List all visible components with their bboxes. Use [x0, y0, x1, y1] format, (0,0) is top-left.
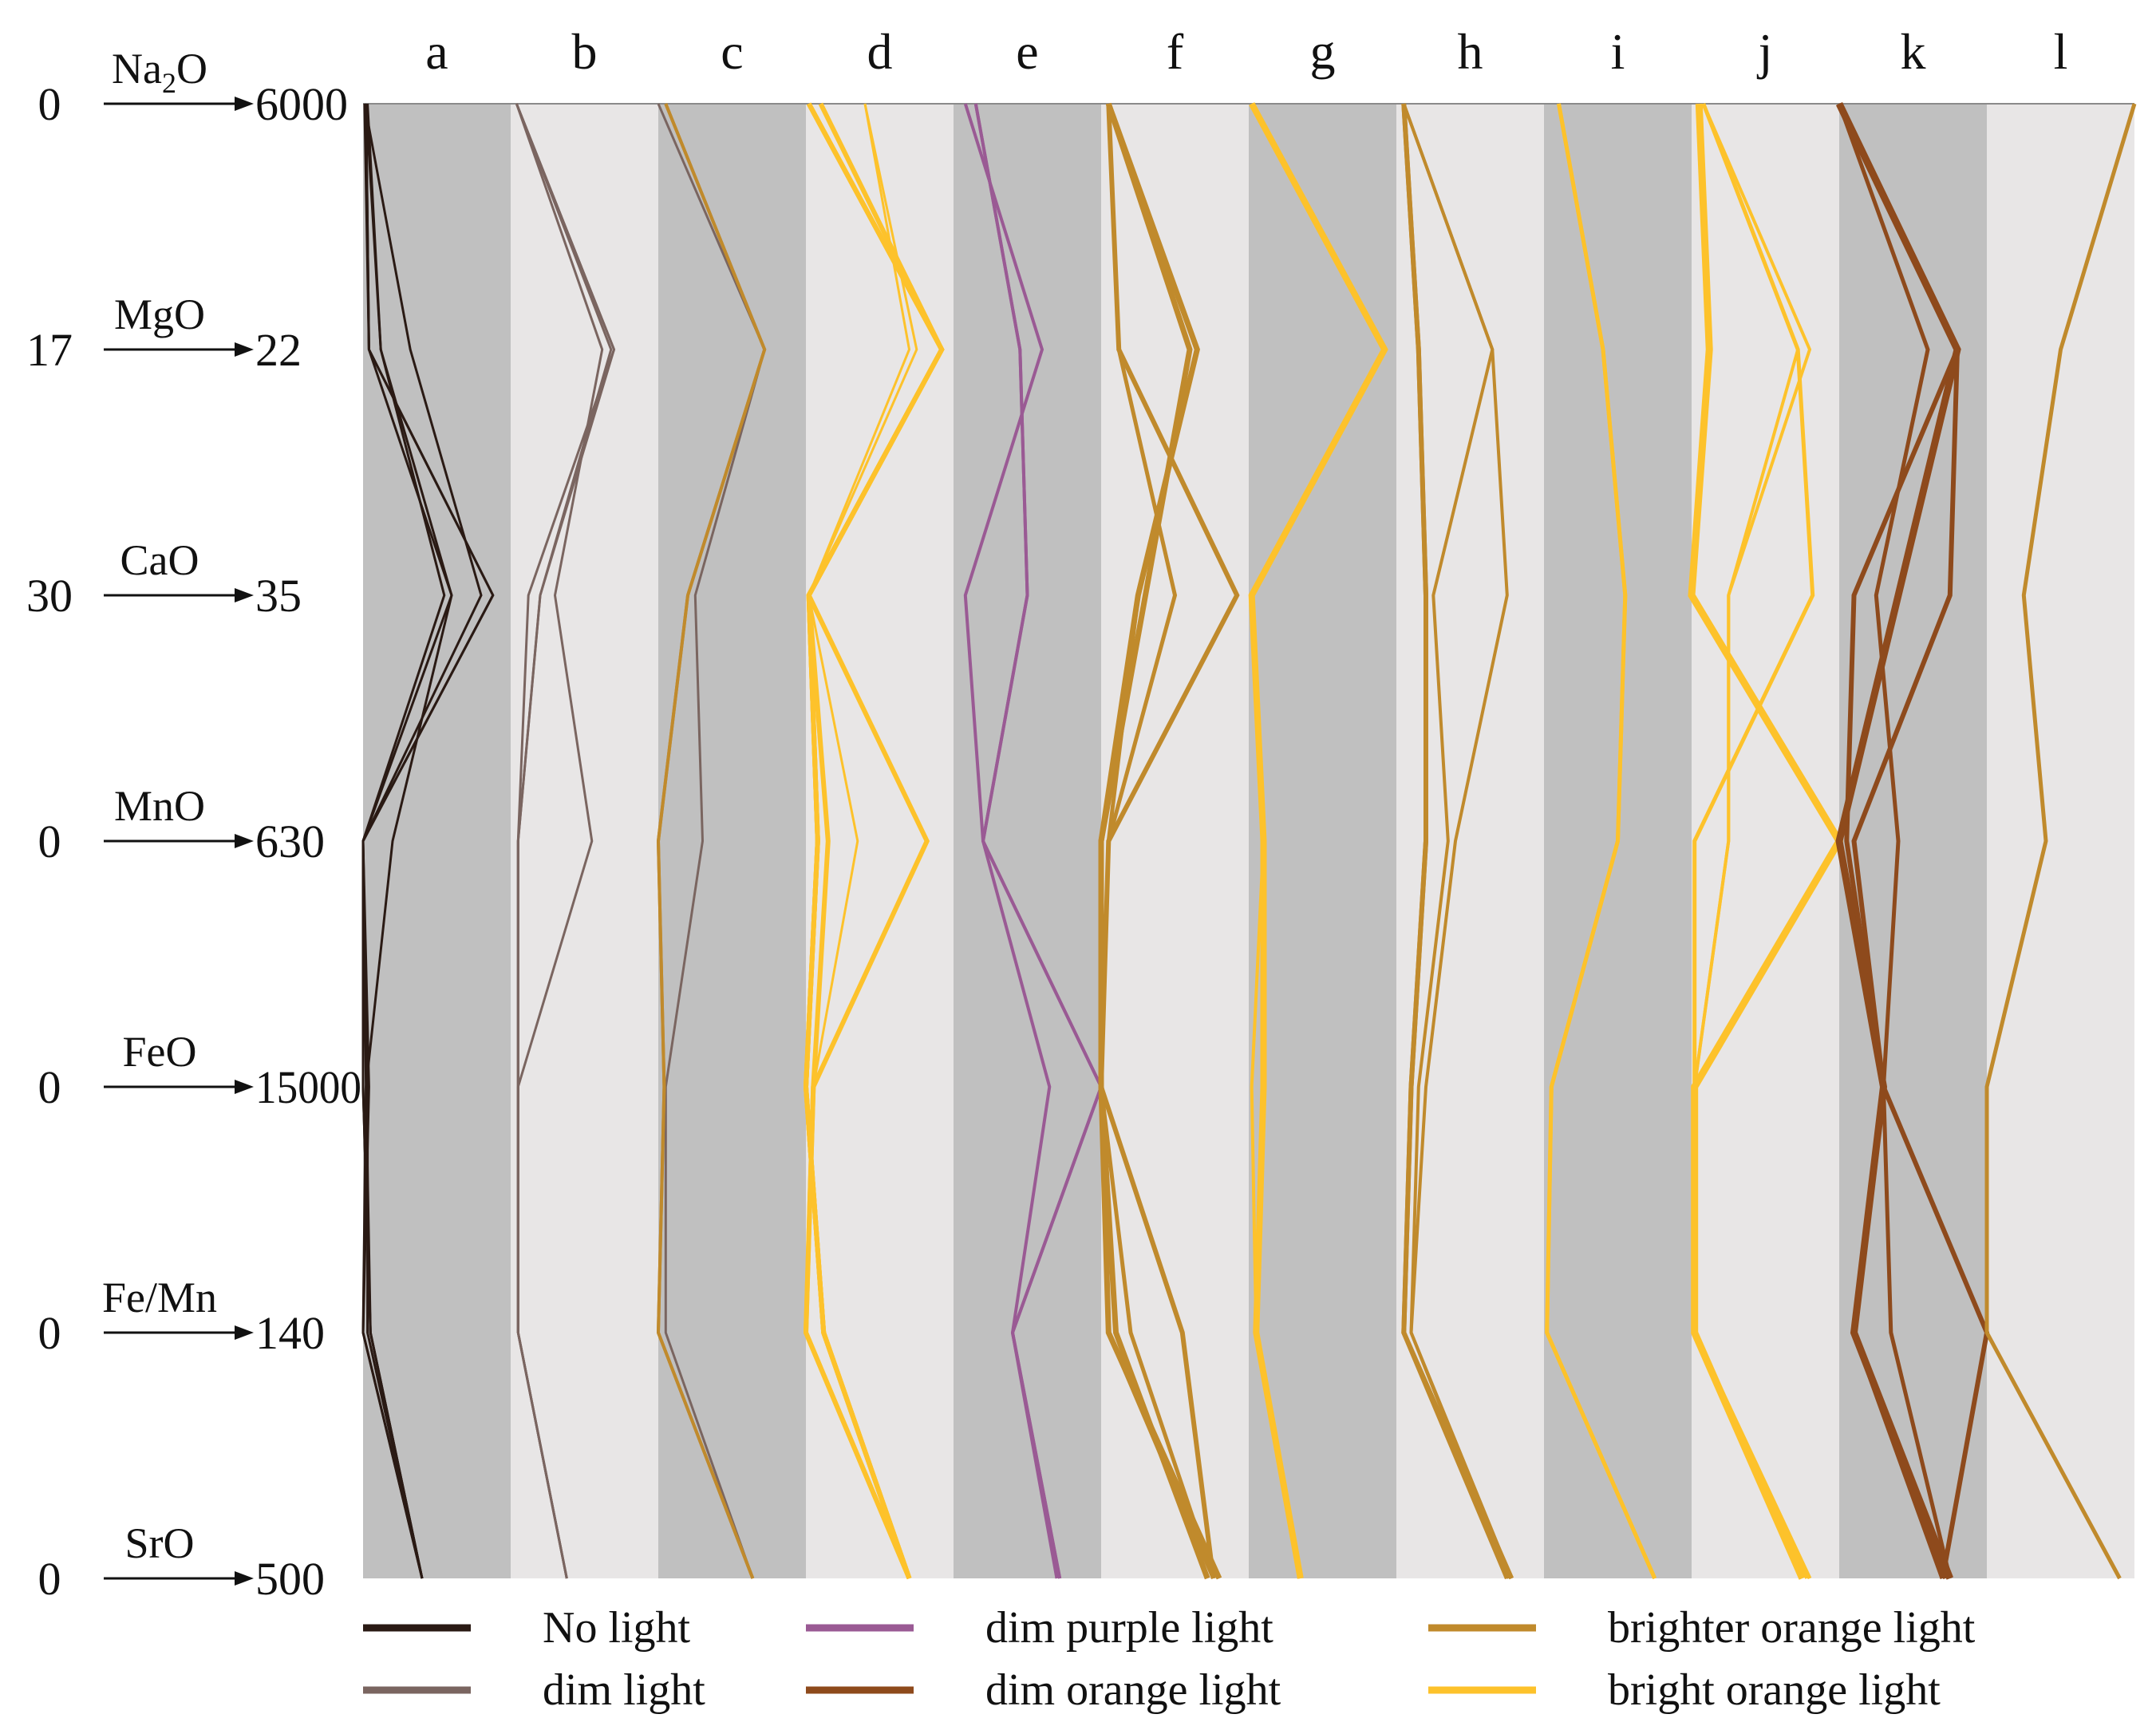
- legend-label: brighter orange light: [1608, 1603, 1976, 1653]
- panel-backgrounds: [363, 103, 2134, 1578]
- axis-labels: 0Na2O600017MgO2230CaO350MnO6300FeO150000…: [26, 45, 361, 1605]
- panel-label-a: a: [425, 23, 448, 80]
- legend-item: dim light: [363, 1665, 705, 1715]
- panel-label-g: g: [1310, 23, 1336, 80]
- series-line-d-18: [803, 102, 945, 1579]
- data-series-lines: [361, 102, 2137, 1580]
- axis-name-label: SrO: [124, 1519, 194, 1567]
- axis-min-label: 0: [38, 1061, 61, 1113]
- axis-min-label: 0: [38, 78, 61, 130]
- axis-min-label: 0: [38, 1553, 61, 1605]
- axis-name-label: MnO: [114, 782, 205, 830]
- panel-label-l: l: [2054, 23, 2068, 80]
- series-line-j-40: [1692, 103, 1812, 1579]
- panel-band-j: [1692, 104, 1839, 1578]
- axis-min-label: 0: [38, 816, 61, 867]
- series-line-a-5: [361, 103, 495, 1579]
- series-line-i-36: [1545, 103, 1657, 1580]
- axis-name-label: MgO: [114, 290, 205, 338]
- axis-name-label: CaO: [120, 536, 199, 584]
- axis-6: 0 SrO 500: [38, 1519, 326, 1605]
- axis-arrow-head: [235, 1325, 254, 1340]
- axis-max-label: 35: [255, 570, 302, 622]
- legend-item: brighter orange light: [1428, 1603, 1976, 1653]
- panel-band-g: [1249, 104, 1396, 1578]
- series-line-f-28: [1099, 103, 1215, 1579]
- axis-4: 0 FeO 15000: [38, 1028, 362, 1113]
- axis-arrow-head: [235, 1571, 254, 1586]
- axis-max-label: 6000: [255, 78, 348, 130]
- panel-label-c: c: [721, 23, 743, 80]
- panel-band-e: [954, 104, 1101, 1578]
- panel-band-b: [511, 104, 658, 1578]
- legend-item: No light: [363, 1603, 691, 1653]
- axis-name-label: FeO: [123, 1028, 197, 1076]
- axis-arrow-head: [235, 342, 254, 357]
- series-line-c-12: [656, 103, 767, 1579]
- axis-5: 0 Fe/Mn 140: [38, 1274, 326, 1359]
- panel-label-d: d: [867, 23, 893, 80]
- legend-label: dim light: [543, 1665, 705, 1715]
- panel-band-a: [363, 104, 511, 1578]
- panel-band-h: [1396, 104, 1544, 1578]
- legend-label: No light: [543, 1603, 691, 1653]
- axis-max-label: 15000: [255, 1061, 361, 1113]
- series-line-b-9: [515, 103, 616, 1579]
- axis-max-label: 630: [255, 816, 325, 867]
- legend-item: bright orange light: [1428, 1665, 1941, 1715]
- axis-0: 0 Na2O 6000: [38, 45, 349, 130]
- panel-band-f: [1101, 104, 1249, 1578]
- legend-item: dim orange light: [806, 1665, 1281, 1715]
- axis-min-label: 0: [38, 1307, 61, 1359]
- series-line-k-45: [1837, 103, 1953, 1579]
- panel-label-h: h: [1458, 23, 1483, 80]
- legend: No light dim light dim purple light dim ora…: [363, 1603, 1976, 1715]
- panel-label-e: e: [1016, 23, 1038, 80]
- series-line-h-32: [1401, 103, 1514, 1580]
- axis-max-label: 22: [255, 324, 302, 376]
- axis-3: 0 MnO 630: [38, 782, 326, 867]
- legend-label: dim orange light: [985, 1665, 1281, 1715]
- series-line-g-30: [1250, 103, 1387, 1579]
- axis-name-label: Fe/Mn: [102, 1274, 217, 1321]
- panel-label-i: i: [1611, 23, 1625, 80]
- series-line-e-23: [973, 103, 1104, 1579]
- panel-labels: a b c d e f g h i j k l: [425, 23, 2067, 80]
- series-line-h-34: [1402, 103, 1514, 1579]
- panel-label-f: f: [1167, 23, 1184, 80]
- panel-band-k: [1839, 104, 1987, 1578]
- axis-arrow-head: [235, 588, 254, 602]
- panel-band-l: [1987, 104, 2134, 1578]
- legend-label: dim purple light: [985, 1603, 1273, 1653]
- axis-arrow-head: [235, 1080, 254, 1094]
- panel-label-b: b: [572, 23, 598, 80]
- axis-1: 17 MgO 22: [26, 290, 302, 376]
- axis-2: 30 CaO 35: [26, 536, 302, 622]
- axis-min-label: 30: [26, 570, 73, 622]
- legend-label: bright orange light: [1608, 1665, 1941, 1715]
- legend-item: dim purple light: [806, 1603, 1273, 1653]
- axis-arrow-head: [235, 97, 254, 111]
- series-line-d-20: [804, 103, 918, 1579]
- axis-arrow-head: [235, 834, 254, 848]
- axis-max-label: 140: [255, 1307, 325, 1359]
- axis-name-label: Na2O: [112, 45, 207, 99]
- panel-band-c: [658, 104, 806, 1578]
- series-line-l-46: [1984, 103, 2137, 1580]
- panel-label-k: k: [1901, 23, 1926, 80]
- axis-max-label: 500: [255, 1553, 325, 1605]
- axis-min-label: 17: [26, 324, 73, 376]
- panel-label-j: j: [1757, 23, 1773, 80]
